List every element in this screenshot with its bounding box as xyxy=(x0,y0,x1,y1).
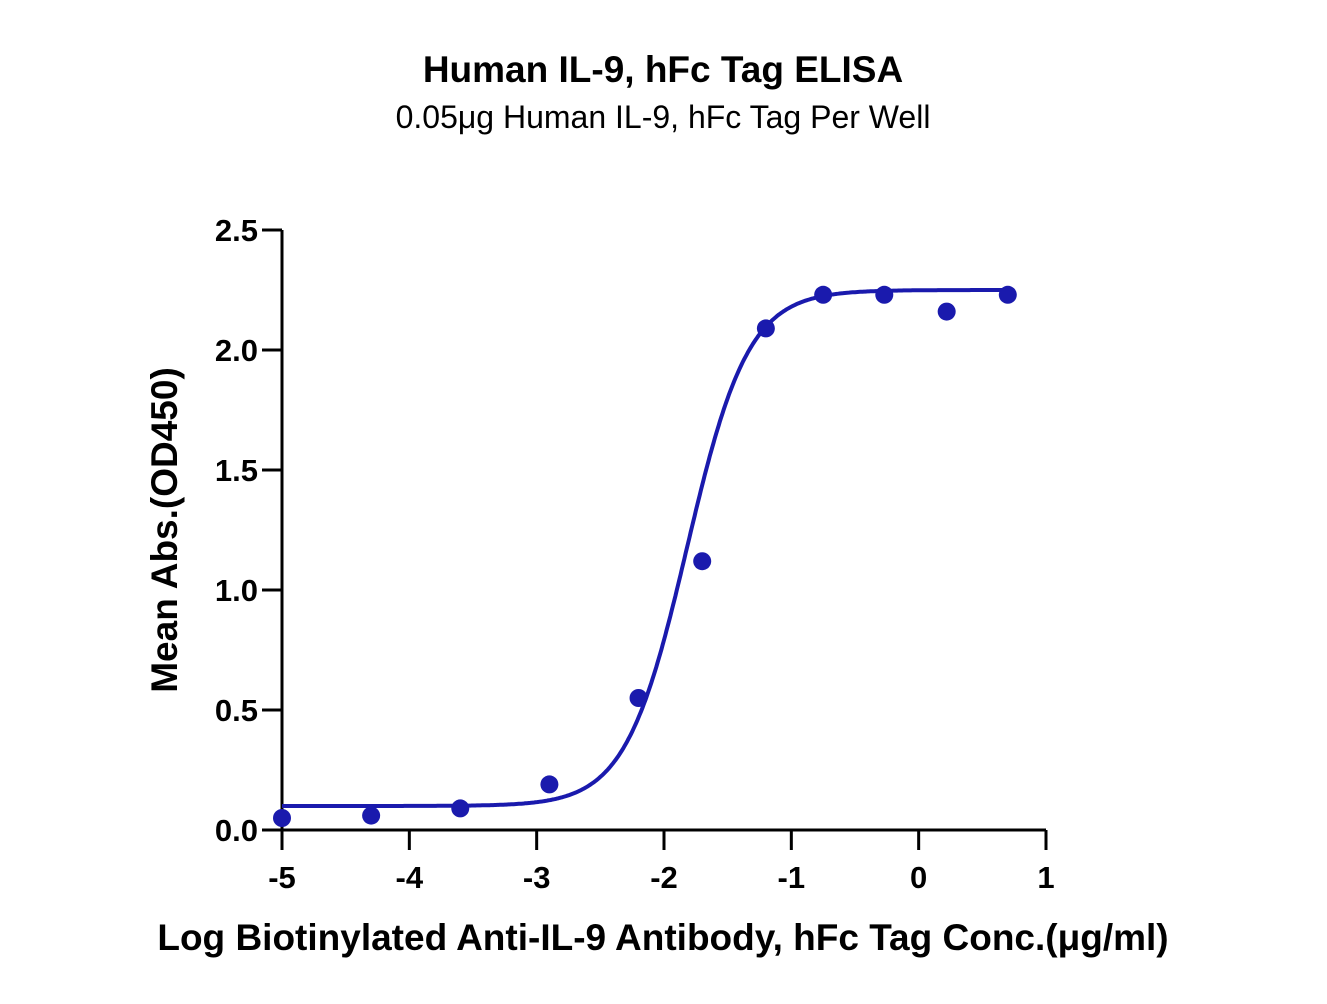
data-point xyxy=(814,285,833,304)
y-tick-label: 0.0 xyxy=(215,813,258,848)
data-point xyxy=(756,319,775,338)
data-point xyxy=(875,285,894,304)
data-point xyxy=(362,806,381,825)
fit-curve xyxy=(282,288,1008,808)
y-tick-label: 2.0 xyxy=(215,333,258,368)
data-point xyxy=(937,302,956,321)
x-tick-label: -5 xyxy=(268,860,296,895)
chart-title: Human IL-9, hFc Tag ELISA xyxy=(423,49,903,90)
x-tick-label: 1 xyxy=(1037,860,1054,895)
y-tick-label: 0.5 xyxy=(215,693,258,728)
fit-curve-layer xyxy=(282,288,1008,808)
x-tick-label: -4 xyxy=(396,860,424,895)
x-tick-label: -3 xyxy=(523,860,551,895)
data-point xyxy=(540,775,559,794)
data-point xyxy=(693,552,712,571)
chart-subtitle: 0.05μg Human IL-9, hFc Tag Per Well xyxy=(396,99,931,135)
x-tick-label: -2 xyxy=(650,860,678,895)
y-axis-label: Mean Abs.(OD450) xyxy=(144,367,185,693)
data-point xyxy=(451,799,470,818)
data-point xyxy=(629,689,648,707)
y-axis: 0.0 0.5 1.0 1.5 2.0 2.5 xyxy=(215,213,284,848)
data-points-layer xyxy=(273,285,1017,827)
y-tick-label: 1.0 xyxy=(215,573,258,608)
x-axis: -5 -4 -3 -2 -1 0 1 xyxy=(268,828,1055,895)
x-tick-label: 0 xyxy=(910,860,927,895)
y-tick-label: 1.5 xyxy=(215,453,258,488)
x-axis-label: Log Biotinylated Anti-IL-9 Antibody, hFc… xyxy=(157,917,1168,958)
x-tick-label: -1 xyxy=(778,860,806,895)
y-tick-label: 2.5 xyxy=(215,213,258,248)
data-point xyxy=(998,285,1017,304)
data-point xyxy=(273,809,291,827)
